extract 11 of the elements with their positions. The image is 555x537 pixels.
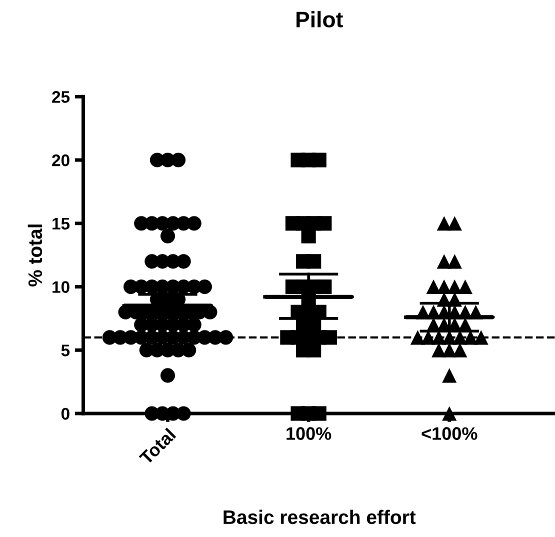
x-axis-title: Basic research effort	[224, 510, 416, 524]
y-tick-label: 10	[52, 281, 70, 293]
y-tick-label: 25	[52, 91, 70, 103]
y-tick-label: 15	[52, 218, 70, 230]
y-tick-label: 20	[52, 154, 70, 166]
y-tick-label: 0	[61, 408, 70, 420]
chart-title: Pilot	[296, 11, 343, 28]
y-tick-label: 5	[61, 344, 70, 356]
y-axis-title: % total	[28, 224, 42, 286]
x-tick-label: 100%	[286, 427, 332, 440]
x-tick-label: <100%	[422, 427, 478, 440]
